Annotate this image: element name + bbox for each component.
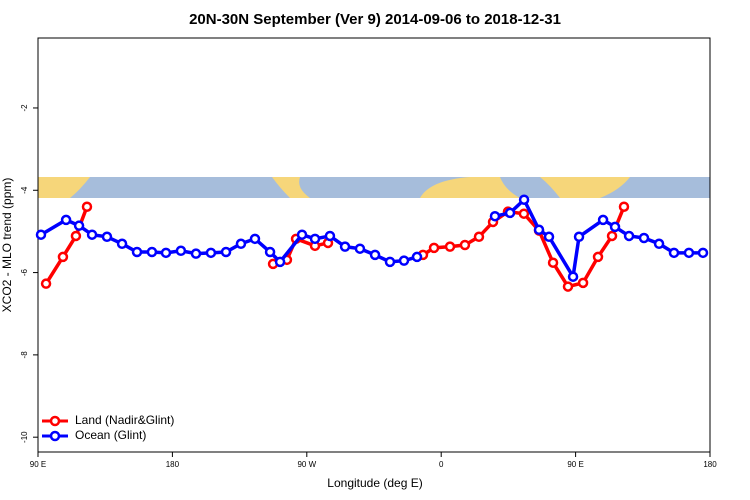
data-point [309, 233, 321, 245]
data-point [35, 229, 47, 240]
data-point [131, 246, 143, 258]
y-tick-label: -6 [20, 268, 29, 276]
data-point [444, 241, 456, 252]
data-point [597, 214, 609, 226]
x-tick-label: 0 [439, 460, 444, 469]
x-tick-label: 90 E [567, 460, 583, 469]
map-strip [38, 177, 710, 198]
data-point [518, 194, 530, 205]
data-point [567, 271, 579, 282]
legend-marker [49, 415, 61, 427]
data-point [668, 247, 680, 259]
x-tick-label: 90 E [30, 460, 46, 469]
data-point [354, 243, 366, 254]
data-point [577, 277, 589, 289]
y-tick-label: -4 [20, 186, 29, 194]
legend-label: Land (Nadir&Glint) [75, 413, 174, 427]
data-point [623, 230, 635, 242]
data-point [57, 251, 69, 263]
x-tick-label: 90 W [297, 460, 316, 469]
data-point [653, 238, 665, 250]
data-point [562, 281, 574, 292]
data-point [518, 208, 530, 219]
data-point [533, 224, 545, 236]
data-point [81, 201, 93, 212]
data-point [606, 230, 618, 242]
data-point [175, 245, 187, 257]
data-point [70, 230, 82, 242]
y-tick-label: -2 [20, 104, 29, 112]
data-point [220, 246, 232, 258]
x-tick-label: 180 [166, 460, 180, 469]
data-point [683, 247, 695, 259]
data-point [573, 231, 585, 243]
data-point [428, 242, 440, 254]
data-point [146, 246, 158, 258]
data-point [60, 214, 72, 226]
chart-title: 20N-30N September (Ver 9) 2014-09-06 to … [189, 11, 561, 28]
data-point [274, 256, 286, 268]
plot-frame [37, 37, 711, 453]
data-point [411, 251, 423, 263]
legend-label: Ocean (Glint) [75, 428, 146, 442]
y-tick-label: -8 [20, 351, 29, 359]
data-point [249, 233, 261, 245]
data-point [369, 249, 381, 261]
y-axis-label: XCO2 - MLO trend (ppm) [0, 178, 14, 313]
legend-marker [49, 430, 61, 442]
data-point [296, 229, 308, 240]
data-point [384, 256, 396, 268]
y-tick-label: -10 [20, 431, 29, 443]
data-point [398, 255, 410, 266]
data-point [101, 231, 113, 243]
data-point [160, 247, 172, 259]
data-point [73, 220, 85, 231]
data-point [190, 248, 202, 259]
x-tick-label: 180 [703, 460, 717, 469]
data-point [543, 231, 555, 243]
x-axis-label: Longitude (deg E) [327, 476, 422, 490]
data-point [489, 210, 501, 222]
data-point [547, 257, 559, 268]
data-point [638, 232, 650, 244]
data-point [618, 201, 630, 212]
data-point [324, 230, 336, 242]
data-point [235, 238, 247, 250]
data-point [205, 247, 217, 259]
data-point [592, 251, 604, 263]
data-point [473, 231, 485, 243]
data-point [459, 239, 471, 251]
data-point [86, 229, 98, 240]
data-point [264, 246, 276, 258]
data-point [339, 241, 351, 252]
data-point [504, 207, 516, 219]
data-point [40, 278, 52, 289]
data-point [116, 238, 128, 250]
data-point [697, 247, 709, 259]
data-point [609, 221, 621, 233]
